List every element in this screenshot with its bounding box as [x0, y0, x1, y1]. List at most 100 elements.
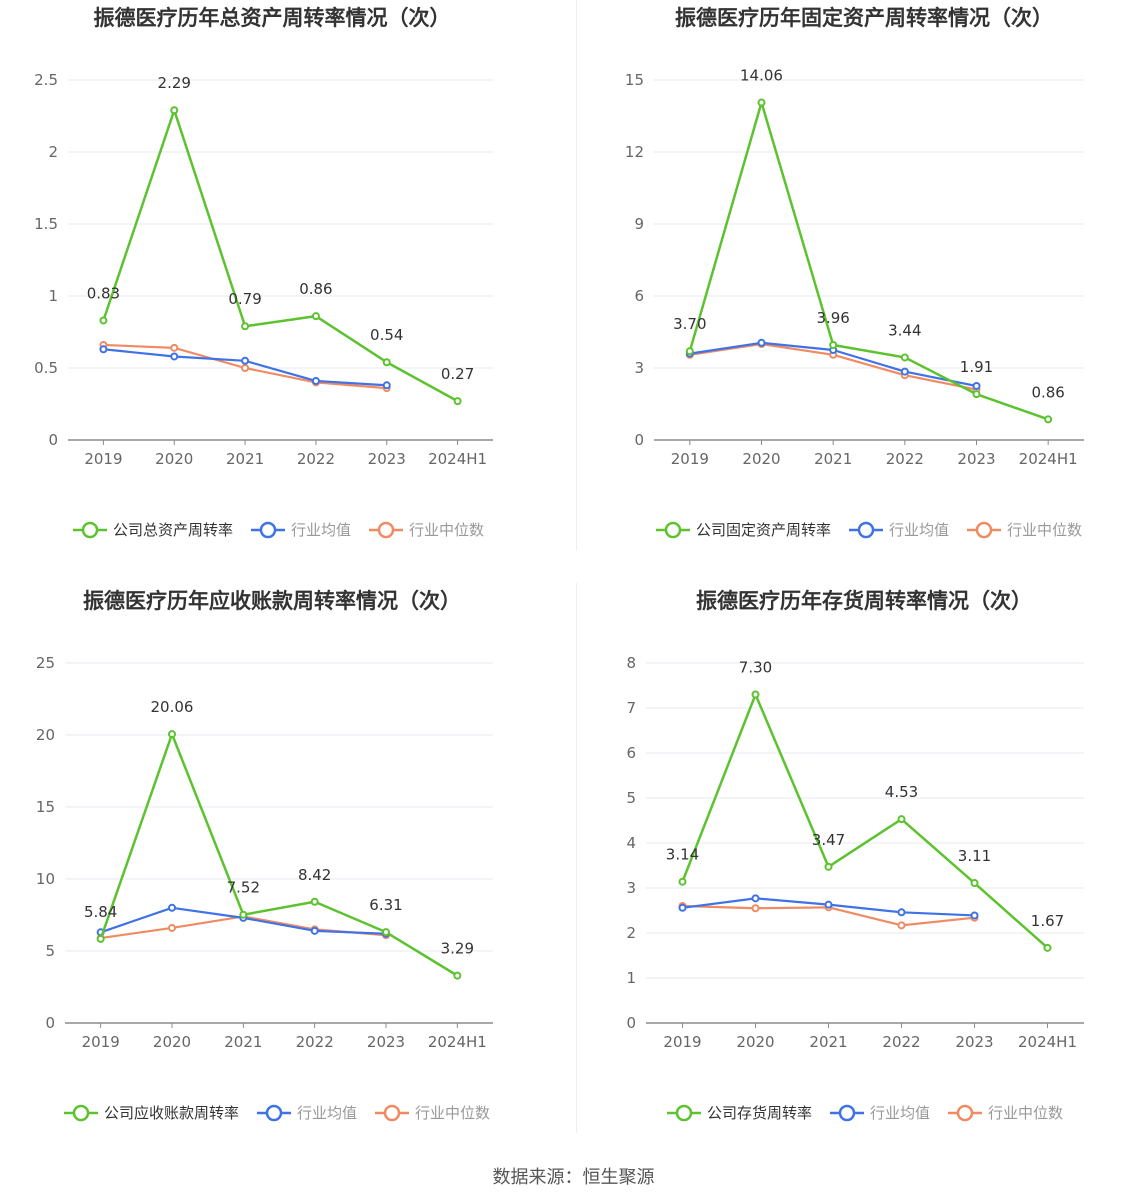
data-label: 0.54	[370, 326, 403, 344]
y-tick-label: 12	[625, 143, 644, 161]
data-label: 2.29	[158, 74, 191, 92]
x-tick-label: 2023	[367, 1033, 405, 1051]
legend-label: 行业均值	[297, 1104, 357, 1122]
legend-marker	[377, 521, 395, 539]
avg-point	[678, 903, 687, 912]
company-point	[1043, 943, 1052, 952]
legend-marker	[72, 1104, 90, 1122]
avg-point	[168, 903, 176, 912]
data-label: 3.96	[816, 309, 849, 327]
fixed-assets-turnover-chart: 振德医疗历年固定资产周转率情况（次） 0 3 6 9 12 15 2019 2020 2021 20…	[625, 6, 1084, 539]
avg-point	[897, 908, 906, 917]
x-tick-label: 2020	[153, 1033, 191, 1051]
x-tick-label: 2022	[297, 450, 335, 468]
chart-title: 振德医疗历年应收账款周转率情况（次）	[83, 589, 461, 613]
y-tick-label: 0	[48, 431, 58, 449]
legend-item-median: 行业中位数	[967, 521, 1082, 539]
company-point	[311, 312, 320, 321]
data-label: 3.70	[673, 315, 706, 333]
y-tick-label: 8	[626, 654, 636, 672]
legend-item-median: 行业中位数	[948, 1104, 1063, 1122]
company-point	[310, 897, 319, 906]
data-label: 14.06	[740, 67, 783, 85]
legend-marker	[857, 521, 875, 539]
chart-title: 振德医疗历年存货周转率情况（次）	[696, 589, 1032, 613]
legend-item-median: 行业中位数	[375, 1104, 490, 1122]
data-label: 7.30	[739, 659, 772, 677]
company-point	[239, 910, 248, 919]
company-point	[241, 322, 250, 331]
data-label: 3.11	[958, 847, 991, 865]
y-tick-label: 3	[626, 879, 636, 897]
x-tick-label: 2021	[224, 1033, 262, 1051]
y-tick-label: 0	[634, 431, 644, 449]
chart-panel-inventory: 振德医疗历年存货周转率情况（次） 0 1 2 3 4 5 6 7 8 2019 2020 2021 202…	[588, 583, 1147, 1143]
company-point	[685, 347, 694, 356]
data-label: 3.14	[666, 846, 699, 864]
inventory-turnover-chart: 振德医疗历年存货周转率情况（次） 0 1 2 3 4 5 6 7 8 2019 2020 2021 202…	[626, 589, 1084, 1122]
median-point	[170, 343, 179, 352]
legend-item-company: 公司总资产周转率	[73, 521, 233, 539]
x-tick-label: 2019	[663, 1033, 701, 1051]
chart-title: 振德医疗历年总资产周转率情况（次）	[94, 6, 451, 30]
x-tick-label: 2019	[84, 450, 122, 468]
x-tick-label: 2023	[955, 1033, 993, 1051]
company-point	[453, 397, 462, 406]
legend-item-company: 公司应收账款周转率	[64, 1104, 239, 1122]
company-point	[829, 340, 838, 349]
x-tick-label: 2024H1	[428, 1033, 487, 1051]
company-series-line	[681, 693, 1049, 949]
company-point	[751, 690, 760, 699]
x-tick-label: 2019	[82, 1033, 120, 1051]
median-point	[168, 923, 176, 932]
y-tick-label: 20	[36, 726, 55, 744]
company-point	[382, 928, 390, 937]
legend-marker	[81, 521, 99, 539]
chart-panel-receivables: 振德医疗历年应收账款周转率情况（次） 0 5 10 15 20 25 2019 2020 2021…	[0, 583, 560, 1143]
x-tick-label: 2024H1	[1019, 450, 1078, 468]
y-tick-label: 3	[634, 359, 644, 377]
divider-bottom	[576, 583, 577, 1133]
y-tick-label: 10	[36, 870, 55, 888]
x-tick-label: 2019	[671, 450, 709, 468]
y-tick-label: 15	[625, 71, 644, 89]
x-tick-label: 2020	[155, 450, 193, 468]
avg-point	[757, 338, 766, 347]
data-label: 5.84	[84, 903, 117, 921]
legend-label: 行业中位数	[409, 521, 484, 539]
company-point	[897, 815, 906, 824]
data-label: 1.91	[960, 358, 993, 376]
avg-point	[970, 911, 979, 920]
legend-marker	[664, 521, 682, 539]
company-point	[757, 98, 766, 107]
data-label: 0.79	[228, 290, 261, 308]
avg-point	[310, 926, 319, 935]
y-tick-label: 7	[626, 699, 636, 717]
chart-panel-fixed-assets: 振德医疗历年固定资产周转率情况（次） 0 3 6 9 12 15 2019 2020 2021 20…	[588, 0, 1147, 560]
y-tick-label: 15	[36, 798, 55, 816]
avg-point	[751, 894, 760, 903]
y-tick-label: 6	[626, 744, 636, 762]
legend-item-avg: 行业均值	[251, 521, 351, 539]
legend-label: 行业中位数	[988, 1104, 1063, 1122]
x-tick-label: 2022	[296, 1033, 334, 1051]
y-tick-label: 2.5	[34, 71, 58, 89]
legend-label: 行业均值	[870, 1104, 930, 1122]
legend-label: 行业均值	[889, 521, 949, 539]
legend-marker	[838, 1104, 856, 1122]
divider-top	[576, 0, 577, 550]
data-label: 0.86	[299, 280, 332, 298]
legend-marker	[265, 1104, 283, 1122]
legend-label: 行业均值	[291, 521, 351, 539]
legend-label: 行业中位数	[415, 1104, 490, 1122]
legend-marker	[675, 1104, 693, 1122]
company-point	[170, 106, 179, 115]
company-series-line	[99, 732, 458, 977]
total-assets-turnover-chart: 振德医疗历年总资产周转率情况（次） 0 0.5 1 1.5 2 2.5 2019 2020 202…	[34, 6, 493, 539]
company-point	[678, 877, 687, 886]
data-label: 3.44	[888, 321, 921, 339]
y-tick-label: 9	[634, 215, 644, 233]
y-tick-label: 4	[626, 834, 636, 852]
avg-point	[241, 356, 250, 365]
chart-panel-total-assets: 振德医疗历年总资产周转率情况（次） 0 0.5 1 1.5 2 2.5 2019 2020 202…	[0, 0, 560, 560]
